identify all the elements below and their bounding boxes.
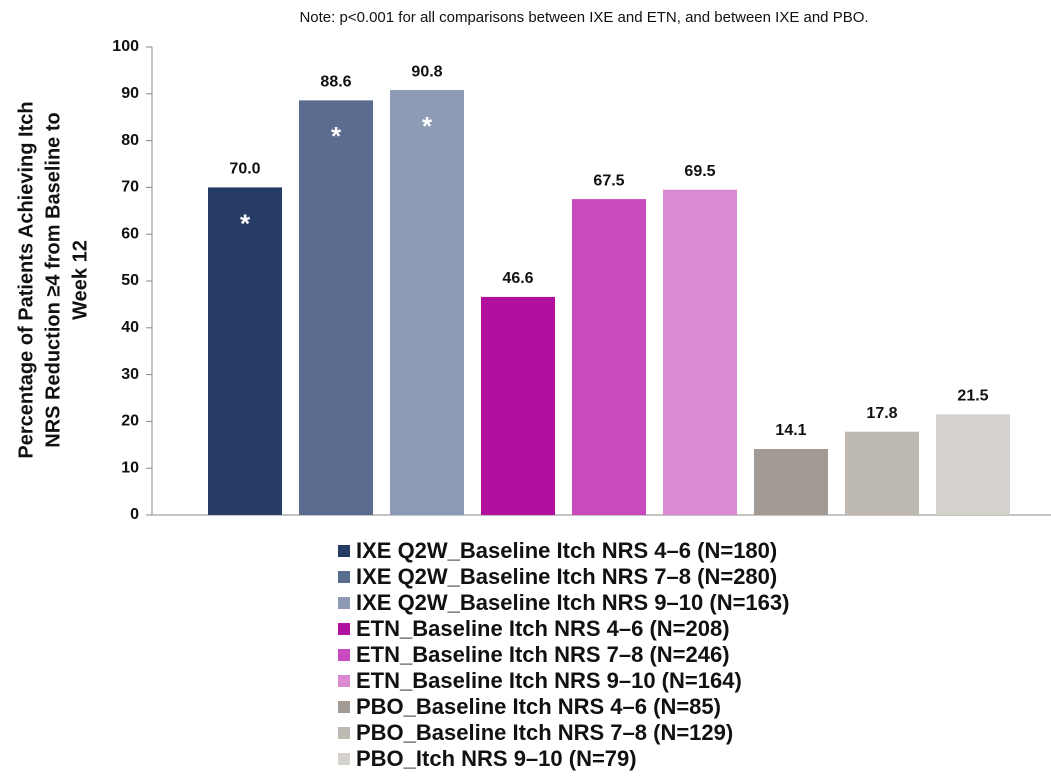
y-tick-label: 90 (121, 85, 139, 102)
legend-label: PBO_Itch NRS 9–10 (N=79) (356, 746, 637, 771)
bar (936, 414, 1010, 515)
legend-label: ETN_Baseline Itch NRS 9–10 (N=164) (356, 668, 742, 693)
legend-swatch (338, 623, 350, 635)
legend-label: ETN_Baseline Itch NRS 7–8 (N=246) (356, 642, 730, 667)
y-tick-label: 40 (121, 319, 139, 336)
y-axis-label: Percentage of Patients Achieving Itch (15, 101, 37, 458)
bar (663, 189, 737, 516)
value-label: 90.8 (411, 63, 442, 80)
bar (481, 296, 555, 515)
legend-swatch (338, 701, 350, 713)
value-label: 67.5 (593, 172, 624, 189)
y-tick-label: 60 (121, 225, 139, 242)
legend-swatch (338, 649, 350, 661)
legend-label: PBO_Baseline Itch NRS 7–8 (N=129) (356, 720, 733, 745)
bar (208, 187, 282, 515)
legend-swatch (338, 753, 350, 765)
value-label: 88.6 (320, 74, 351, 91)
bar (572, 199, 646, 515)
legend-label: IXE Q2W_Baseline Itch NRS 7–8 (N=280) (356, 564, 777, 589)
y-tick-label: 20 (121, 413, 139, 430)
legend-swatch (338, 727, 350, 739)
y-tick-label: 0 (130, 506, 139, 523)
legend-swatch (338, 597, 350, 609)
bar (299, 100, 373, 516)
annotation: * (240, 208, 251, 238)
legend-swatch (338, 675, 350, 687)
y-tick-label: 30 (121, 366, 139, 383)
value-label: 21.5 (957, 388, 988, 405)
chart-title: Note: p<0.001 for all comparisons betwee… (299, 9, 868, 26)
bar (390, 90, 464, 515)
y-tick-label: 70 (121, 179, 139, 196)
value-label: 46.6 (502, 270, 533, 287)
y-tick-label: 50 (121, 272, 139, 289)
legend-label: IXE Q2W_Baseline Itch NRS 9–10 (N=163) (356, 590, 789, 615)
y-axis-label: Week 12 (69, 240, 91, 320)
y-tick-label: 100 (112, 38, 139, 55)
bar (845, 431, 919, 515)
legend-label: ETN_Baseline Itch NRS 4–6 (N=208) (356, 616, 730, 641)
y-tick-label: 80 (121, 132, 139, 149)
y-tick-label: 10 (121, 459, 139, 476)
legend-swatch (338, 571, 350, 583)
legend-label: PBO_Baseline Itch NRS 4–6 (N=85) (356, 694, 721, 719)
value-label: 17.8 (866, 405, 897, 422)
value-label: 14.1 (775, 422, 806, 439)
legend-label: IXE Q2W_Baseline Itch NRS 4–6 (N=180) (356, 538, 777, 563)
value-label: 70.0 (229, 161, 260, 178)
annotation: * (331, 121, 342, 151)
legend-swatch (338, 545, 350, 557)
bar (754, 449, 828, 515)
value-label: 69.5 (684, 163, 715, 180)
y-axis-label: NRS Reduction ≥4 from Baseline to (42, 112, 64, 447)
annotation: * (422, 111, 433, 141)
